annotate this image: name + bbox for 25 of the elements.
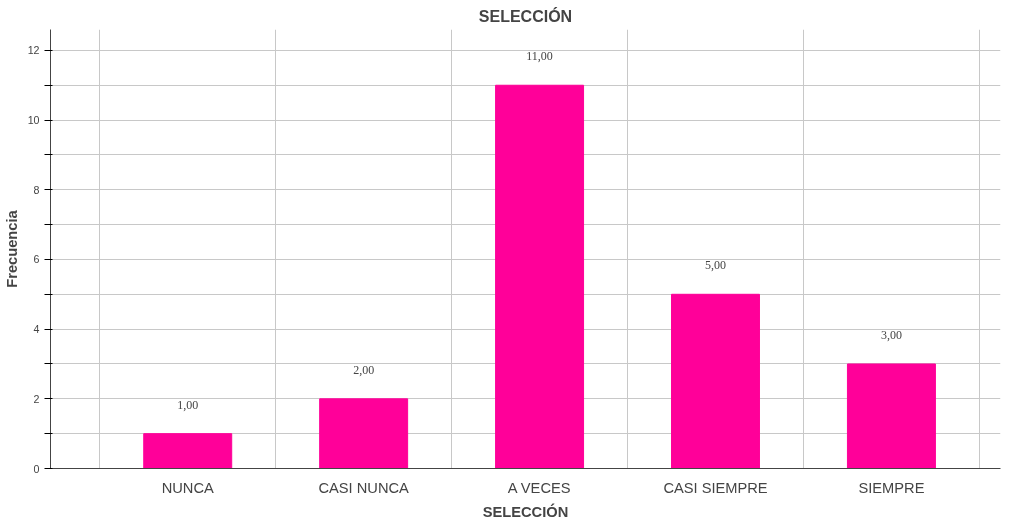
- data-label: 11,00: [526, 49, 553, 64]
- y-tick-label: 8: [33, 183, 40, 196]
- y-tick-label: 6: [33, 253, 40, 266]
- x-tick-label: CASI NUNCA: [318, 479, 410, 496]
- bar: [319, 398, 409, 469]
- bar: [495, 84, 585, 469]
- data-label: 1,00: [177, 397, 199, 412]
- y-tick-label: 0: [33, 462, 40, 475]
- y-tick-label: 12: [27, 44, 40, 57]
- x-tick-label: SIEMPRE: [858, 479, 925, 496]
- chart-title: SELECCIÓN: [478, 6, 573, 25]
- y-tick-label: 2: [33, 392, 40, 405]
- x-tick-label: NUNCA: [161, 479, 214, 496]
- y-tick-label: 4: [33, 323, 40, 336]
- x-axis-title: SELECCIÓN: [482, 502, 569, 520]
- bar: [846, 363, 936, 469]
- data-label: 3,00: [880, 327, 902, 342]
- bar: [671, 293, 760, 469]
- x-tick-label: CASI SIEMPRE: [663, 479, 768, 496]
- bar: [143, 433, 233, 469]
- x-tick-label: A VECES: [507, 479, 571, 496]
- data-label: 2,00: [353, 362, 375, 377]
- y-tick-label: 10: [27, 114, 40, 127]
- y-axis-title: Frecuencia: [3, 209, 20, 288]
- data-label: 5,00: [705, 258, 726, 273]
